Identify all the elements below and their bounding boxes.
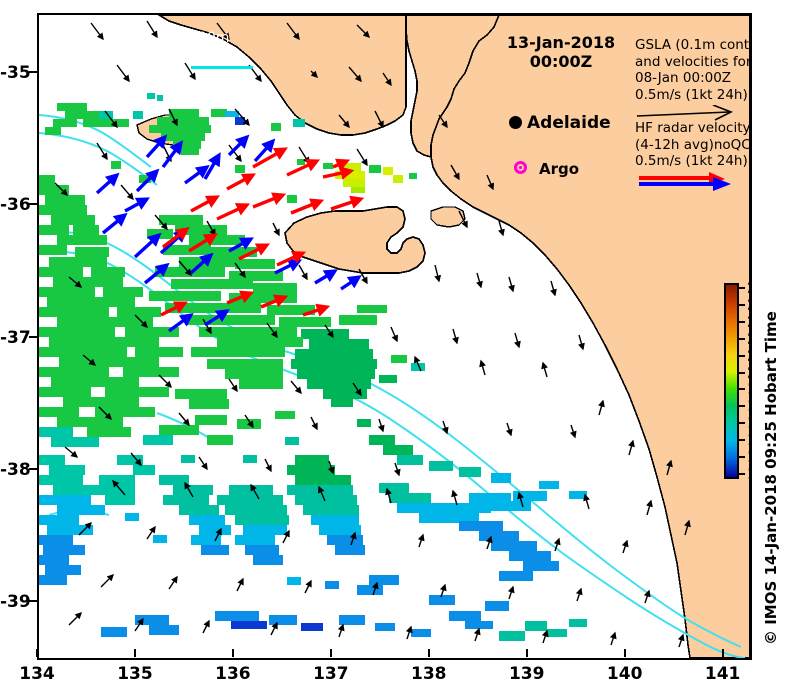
argo-marker: [514, 161, 527, 174]
gsla-legend-line2: and velocities for: [635, 53, 752, 70]
hf-radar-vectors-layer: [39, 15, 750, 658]
colorbar-tick: [739, 354, 745, 357]
colorbar-tick-label: 25: [747, 281, 750, 296]
x-tick-label: 141: [704, 664, 741, 684]
colorbar-tick-label: 21: [747, 348, 750, 363]
colorbar: 4h comp, p50, all sats 25242322212019181…: [724, 281, 750, 482]
x-tick-label: 137: [313, 664, 349, 684]
colorbar-tick: [739, 405, 745, 408]
colorbar-tick-label: 23: [747, 314, 750, 329]
y-tick: [29, 599, 37, 602]
argo-label: Argo: [539, 160, 580, 178]
colorbar-tick-label: 20: [747, 365, 750, 380]
gsla-velocity-vectors-layer: [39, 15, 750, 658]
colorbar-tick: [739, 303, 745, 306]
bathymetry-legend-line: [191, 66, 253, 69]
gsla-legend-line1: GSLA (0.1m contours): [635, 37, 750, 53]
y-tick-label: -39: [0, 591, 31, 612]
y-tick-label: -36: [0, 195, 31, 216]
colorbar-tick: [739, 456, 745, 459]
colorbar-tick-label: 14: [747, 467, 750, 482]
x-tick: [231, 649, 234, 657]
colorbar-tick-label: 17: [747, 416, 750, 431]
x-tick-label: 140: [606, 664, 643, 684]
sst-pixel-layer: [39, 15, 750, 658]
hf-legend-line2: (4-12h avg)noQC: [635, 136, 751, 153]
colorbar-tick: [739, 287, 745, 289]
map-plot-frame: 200m 1000m 13-Jan-2018 00:00Z GSLA (0.1m…: [37, 13, 752, 660]
x-tick: [623, 649, 626, 657]
colorbar-tick-label: 19: [747, 382, 750, 397]
colorbar-tick: [739, 439, 745, 442]
x-tick-label: 139: [508, 664, 545, 684]
x-tick-label: 138: [411, 664, 447, 684]
y-tick: [29, 203, 37, 206]
x-tick: [427, 649, 430, 657]
y-tick: [29, 71, 37, 74]
right-arrow-icon: [636, 104, 733, 121]
colorbar-tick: [739, 422, 745, 425]
depth-scale-legend: 200m 1000m: [189, 30, 299, 69]
depth-label-200m: 200m: [189, 30, 230, 46]
colorbar-gradient: [724, 283, 739, 479]
date-stamp: 13-Jan-2018 00:00Z: [491, 33, 631, 71]
x-tick-label: 136: [215, 664, 251, 684]
y-tick-label: -35: [0, 63, 31, 84]
colorbar-tick: [739, 388, 745, 391]
colorbar-tick: [739, 473, 745, 475]
y-tick: [29, 467, 37, 470]
double-right-arrow-icon: [639, 171, 731, 191]
colorbar-tick-label: 18: [747, 399, 750, 414]
colorbar-tick: [739, 337, 745, 340]
depth-label-1000m: 1000m: [189, 47, 239, 63]
adelaide-label: Adelaide: [527, 113, 611, 133]
x-tick: [525, 649, 528, 657]
x-tick: [36, 649, 38, 657]
x-tick: [329, 649, 332, 657]
hf-radar-legend: HF radar velocity (4-12h avg)noQC 0.5m/s…: [635, 120, 751, 197]
colorbar-tick-label: 16: [747, 433, 750, 448]
x-tick-label: 134: [19, 664, 55, 684]
y-tick-label: -37: [0, 327, 31, 348]
gsla-legend: GSLA (0.1m contours) and velocities for …: [635, 37, 752, 128]
x-tick: [133, 649, 136, 657]
colorbar-tick-label: 22: [747, 331, 750, 346]
adelaide-marker: [509, 116, 522, 129]
colorbar-tick: [739, 320, 745, 323]
gsla-legend-line3: 08-Jan 00:00Z: [635, 70, 732, 86]
gsla-legend-line4: 0.5m/s (1kt 24h): [635, 86, 748, 103]
colorbar-tick-label: 15: [747, 450, 750, 465]
colorbar-tick: [739, 371, 745, 374]
x-tick: [721, 649, 724, 657]
y-tick-label: -38: [0, 459, 31, 480]
y-tick: [29, 335, 37, 338]
x-tick-label: 135: [117, 664, 153, 684]
date-line: 13-Jan-2018: [506, 33, 616, 52]
hf-legend-line1: HF radar velocity: [635, 120, 751, 136]
copyright-notice: © IMOS 14-Jan-2018 09:25 Hobart Time: [762, 311, 780, 645]
time-line: 00:00Z: [529, 52, 593, 71]
hf-legend-line3: 0.5m/s (1kt 24h): [635, 153, 748, 169]
colorbar-tick-label: 24: [747, 297, 750, 312]
